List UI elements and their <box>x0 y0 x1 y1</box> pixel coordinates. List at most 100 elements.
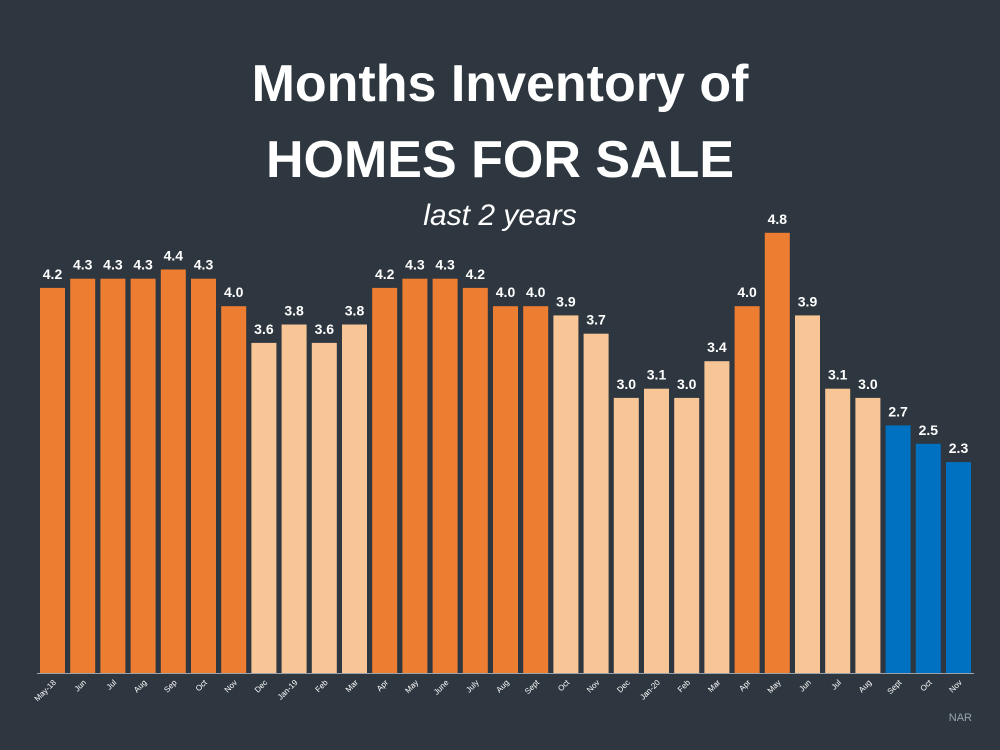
value-label-25: 3.9 <box>798 293 818 309</box>
bar-27 <box>855 397 881 673</box>
tick-label-25: Jun <box>797 678 812 693</box>
value-label-1: 4.3 <box>73 257 93 273</box>
tick-label-1: Jun <box>73 678 88 693</box>
value-label-11: 4.2 <box>375 266 395 282</box>
bar-10 <box>342 324 367 673</box>
value-label-14: 4.2 <box>466 266 486 282</box>
chart-title-line-2: HOMES FOR SALE <box>265 131 735 189</box>
bar-9 <box>311 342 337 673</box>
value-label-6: 4.0 <box>224 284 244 300</box>
bar-24 <box>764 232 790 674</box>
bar-28 <box>885 425 911 673</box>
chart-title-line-1: Months Inventory of <box>251 55 749 113</box>
value-label-7: 3.6 <box>254 321 274 337</box>
tick-label-23: Apr <box>737 678 752 693</box>
tick-label-18: Nov <box>585 678 601 694</box>
bar-4 <box>160 269 186 673</box>
bar-21 <box>674 397 700 673</box>
value-label-23: 4.0 <box>737 284 757 300</box>
bar-30 <box>946 462 971 673</box>
bar-12 <box>402 278 428 673</box>
value-label-0: 4.2 <box>43 266 63 282</box>
bar-3 <box>130 278 156 673</box>
value-label-5: 4.3 <box>194 257 214 273</box>
tick-label-21: Feb <box>676 678 693 695</box>
value-label-16: 4.0 <box>526 284 546 300</box>
bar-14 <box>462 287 488 673</box>
tick-label-0: May-18 <box>33 678 59 704</box>
tick-label-12: May <box>403 678 420 695</box>
tick-label-17: Oct <box>556 678 572 694</box>
bar-7 <box>251 342 277 673</box>
value-label-12: 4.3 <box>405 257 425 273</box>
tick-label-29: Oct <box>919 678 935 694</box>
value-label-28: 2.7 <box>888 403 908 419</box>
value-label-13: 4.3 <box>435 257 455 273</box>
bar-0 <box>40 287 65 673</box>
bar-29 <box>915 443 941 674</box>
bar-20 <box>644 388 669 673</box>
bar-19 <box>613 397 639 673</box>
bar-25 <box>795 315 820 673</box>
bar-22 <box>704 361 730 673</box>
tick-label-28: Sept <box>886 678 905 697</box>
bar-1 <box>70 278 96 673</box>
value-label-15: 4.0 <box>496 284 516 300</box>
bar-11 <box>372 287 398 673</box>
bar-26 <box>825 388 851 673</box>
bar-2 <box>100 278 126 673</box>
tick-label-6: Nov <box>223 678 239 694</box>
tick-label-27: Aug <box>857 678 873 694</box>
tick-label-10: Mar <box>344 678 360 694</box>
value-label-17: 3.9 <box>556 293 576 309</box>
tick-label-16: Sept <box>523 678 542 697</box>
bars-group <box>40 232 971 674</box>
value-label-30: 2.3 <box>949 440 969 456</box>
tick-label-8: Jan-19 <box>276 678 300 702</box>
tick-label-3: Aug <box>132 678 148 694</box>
tick-label-15: Aug <box>494 678 510 694</box>
bar-17 <box>553 315 579 673</box>
tick-label-20: Jan-20 <box>638 678 662 702</box>
bar-16 <box>523 306 549 673</box>
value-label-26: 3.1 <box>828 367 848 383</box>
tick-labels-group: May-18 Jun Jul Aug Sep Oct Nov Dec Jan-19 Feb Mar A… <box>33 678 964 704</box>
bar-18 <box>583 333 609 673</box>
value-label-27: 3.0 <box>858 376 878 392</box>
value-label-21: 3.0 <box>677 376 697 392</box>
tick-label-9: Feb <box>314 678 331 695</box>
bar-5 <box>191 278 216 673</box>
value-label-4: 4.4 <box>164 248 184 264</box>
value-labels-group: 4.2 4.3 4.3 4.3 4.4 4.3 4.0 3.6 3.8 3.6 3.8 4.2 4.3 4… <box>43 211 969 456</box>
bar-6 <box>221 306 247 673</box>
tick-label-4: Sep <box>162 678 179 695</box>
source-label: NAR <box>948 712 972 724</box>
value-label-9: 3.6 <box>315 321 335 337</box>
tick-label-30: Nov <box>947 678 963 694</box>
value-label-8: 3.8 <box>284 303 304 319</box>
tick-label-19: Dec <box>615 678 631 694</box>
value-label-10: 3.8 <box>345 303 365 319</box>
value-label-3: 4.3 <box>133 257 153 273</box>
tick-label-22: Mar <box>706 678 722 694</box>
bar-13 <box>432 278 458 673</box>
tick-label-14: July <box>464 678 480 694</box>
tick-label-5: Oct <box>194 678 210 694</box>
bar-8 <box>281 324 307 673</box>
tick-label-7: Dec <box>253 678 269 694</box>
chart-subtitle: last 2 years <box>423 199 577 232</box>
value-label-19: 3.0 <box>617 376 637 392</box>
value-label-24: 4.8 <box>768 211 788 227</box>
tick-label-26: Jul <box>830 678 844 692</box>
value-label-29: 2.5 <box>919 422 939 438</box>
tick-label-24: May <box>766 678 783 695</box>
tick-label-11: Apr <box>375 678 390 693</box>
tick-label-13: June <box>432 678 451 697</box>
value-label-18: 3.7 <box>586 312 606 328</box>
tick-label-2: Jul <box>105 678 119 692</box>
bar-23 <box>734 306 760 673</box>
value-label-22: 3.4 <box>707 339 727 355</box>
bar-15 <box>493 306 518 673</box>
value-label-20: 3.1 <box>647 367 667 383</box>
